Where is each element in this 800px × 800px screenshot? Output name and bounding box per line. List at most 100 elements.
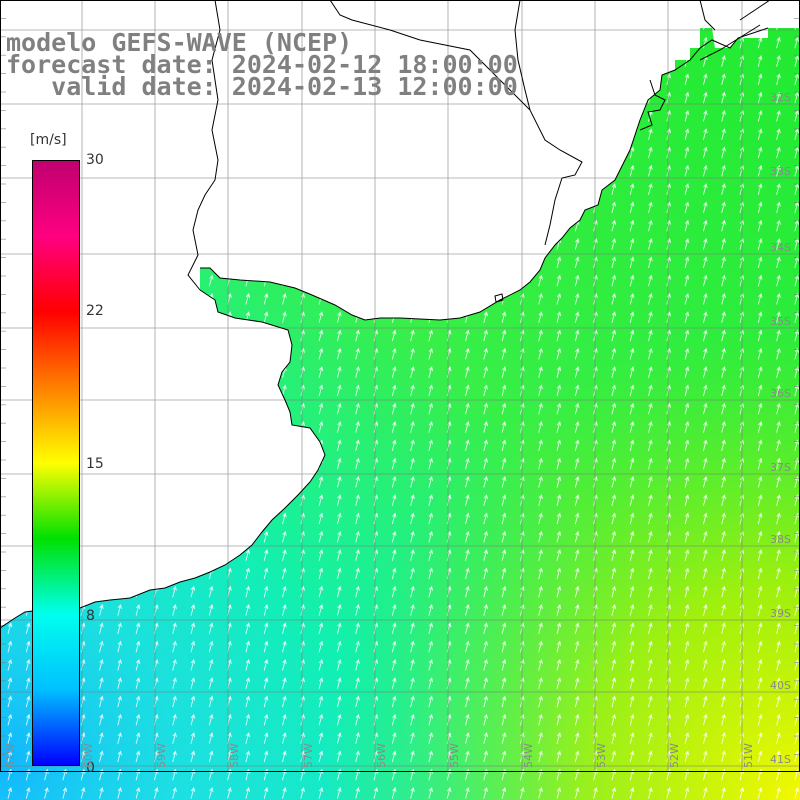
wind-arrow — [629, 274, 635, 287]
wind-arrow — [483, 421, 488, 433]
wind-arrow — [99, 658, 104, 671]
wind-arrow — [263, 677, 269, 689]
wind-arrow — [355, 622, 360, 635]
wind-arrow — [336, 439, 342, 452]
wind-arrow — [391, 366, 397, 378]
wind-arrow — [465, 347, 470, 360]
wind-arrow — [757, 183, 763, 195]
wind-arrow — [483, 640, 488, 653]
wind-arrow — [483, 750, 488, 763]
wind-arrow — [702, 366, 708, 378]
wind-arrow — [190, 732, 196, 744]
wind-arrow — [684, 750, 690, 763]
wind-arrow — [135, 787, 141, 799]
wind-arrow — [721, 128, 726, 140]
wind-arrow — [684, 292, 690, 305]
wind-arrow — [190, 622, 196, 635]
wind-arrow — [574, 530, 580, 543]
wind-arrow — [556, 311, 562, 323]
wind-arrow — [794, 329, 800, 342]
lat-label-34S: 34S — [770, 241, 791, 254]
wind-arrow — [465, 530, 470, 543]
wind-arrow — [428, 622, 434, 635]
lat-label-38S: 38S — [770, 533, 791, 546]
wind-arrow — [501, 787, 507, 799]
wind-arrow — [483, 549, 488, 561]
wind-arrow — [336, 695, 342, 708]
wind-arrow — [611, 347, 617, 360]
wind-arrow — [574, 256, 580, 269]
wind-arrow — [135, 640, 141, 653]
wind-arrow — [776, 695, 781, 708]
wind-arrow — [282, 713, 287, 726]
wind-arrow — [702, 402, 708, 415]
coastline-north — [514, 0, 531, 111]
wind-arrow — [62, 787, 68, 799]
wind-arrow — [318, 549, 324, 561]
wind-arrow — [574, 421, 580, 433]
wind-arrow — [721, 732, 726, 744]
wind-arrow — [538, 274, 543, 287]
wind-arrow — [318, 494, 324, 506]
wind-arrow — [355, 732, 360, 744]
wind-arrow — [721, 402, 726, 415]
wind-arrow — [684, 695, 690, 708]
wind-arrow — [556, 695, 562, 708]
wind-arrow — [190, 695, 196, 708]
wind-arrow — [721, 622, 726, 635]
wind-arrow — [757, 530, 763, 543]
wind-arrow — [611, 549, 617, 561]
wind-arrow — [282, 732, 287, 744]
wind-arrow — [684, 512, 690, 525]
wind-arrow — [355, 787, 360, 799]
wind-arrow — [318, 787, 324, 799]
wind-arrow — [263, 750, 269, 763]
wind-arrow — [99, 787, 104, 799]
wind-arrow — [702, 512, 708, 525]
wind-arrow — [391, 530, 397, 543]
wind-arrow — [263, 604, 269, 616]
wind-arrow — [684, 347, 690, 360]
wind-arrow — [702, 91, 708, 104]
wind-arrow — [391, 787, 397, 799]
wind-arrow — [501, 713, 507, 726]
wind-arrow — [245, 677, 251, 689]
wind-arrow — [648, 292, 653, 305]
wind-arrow — [190, 677, 196, 689]
wind-arrow — [538, 475, 543, 488]
wind-arrow — [538, 750, 543, 763]
wind-arrow — [721, 439, 726, 452]
wind-arrow — [776, 128, 781, 140]
wind-arrow — [318, 677, 324, 689]
wind-arrow — [648, 658, 653, 671]
wind-arrow — [648, 109, 653, 122]
wind-arrow — [410, 384, 415, 397]
wind-arrow — [25, 713, 31, 726]
wind-arrow — [574, 677, 580, 689]
wind-arrow — [391, 713, 397, 726]
wind-arrow — [776, 585, 781, 598]
wind-arrow — [428, 549, 434, 561]
wind-arrow — [391, 732, 397, 744]
wind-arrow — [355, 384, 360, 397]
wind-arrow — [391, 658, 397, 671]
wind-arrow — [483, 604, 488, 616]
wind-arrow — [757, 128, 763, 140]
wind-arrow — [391, 457, 397, 470]
wind-arrow — [465, 567, 470, 580]
wind-arrow — [648, 457, 653, 470]
wind-arrow — [355, 494, 360, 506]
wind-arrow — [245, 585, 251, 598]
wind-arrow — [336, 622, 342, 635]
lat-label-35S: 35S — [770, 315, 791, 328]
wind-arrow — [556, 292, 562, 305]
wind-arrow — [501, 530, 507, 543]
wind-arrow — [629, 238, 635, 250]
colorbar-tick-15: 15 — [86, 456, 104, 472]
colorbar-tick-0: 0 — [86, 760, 95, 776]
wind-arrow — [556, 567, 562, 580]
lon-label-56W: 56W — [375, 743, 388, 768]
wind-arrow — [245, 658, 251, 671]
wind-arrow — [574, 604, 580, 616]
wind-arrow — [336, 384, 342, 397]
